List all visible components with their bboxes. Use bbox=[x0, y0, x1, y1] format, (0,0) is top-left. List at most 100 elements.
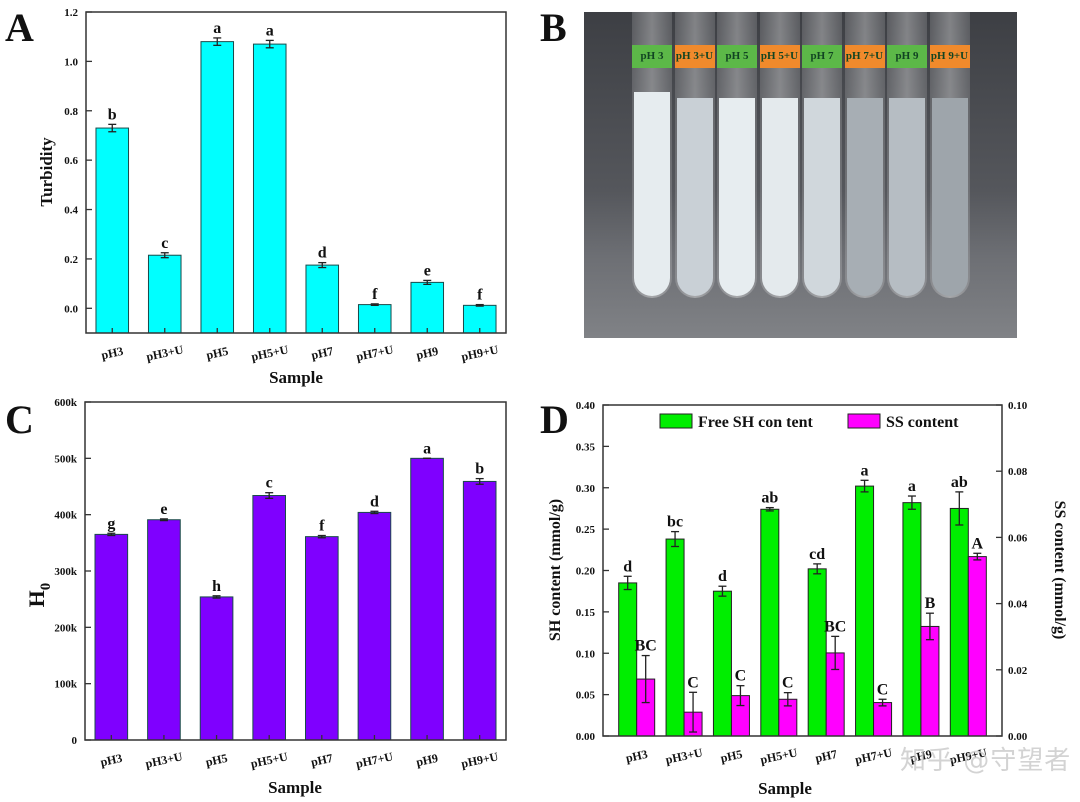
error-bar bbox=[265, 492, 274, 499]
plot-frame bbox=[85, 11, 507, 334]
significance-letter: a bbox=[213, 20, 221, 37]
significance-letter: C bbox=[877, 681, 889, 698]
turbidity-chart: b c a a d f e f pH3 pH3+U pH5 pH5+U pH7 pH7+U pH9 pH9+… bbox=[37, 7, 507, 387]
y-tick-label-right: 0.02 bbox=[1008, 665, 1028, 677]
error-bar bbox=[160, 252, 169, 259]
error-bar bbox=[623, 575, 632, 591]
sh-bar-pH5+U bbox=[760, 508, 780, 737]
y-axis-title-left: SH content (mmol/g) bbox=[547, 499, 564, 641]
y-tick-label: 400k bbox=[54, 510, 78, 522]
x-tick-label: pH5+U bbox=[249, 749, 289, 771]
sh-ss-content-chart: d BC bc Cd Cab Ccd BC a Ca Bab A pH3 pH3+U pH5 pH5+U p… bbox=[547, 400, 1068, 798]
tube-liquid bbox=[676, 98, 713, 296]
tube-label: pH 9+U bbox=[929, 45, 970, 68]
sh-bar-pH9+U bbox=[949, 507, 969, 737]
y-tick-label-left: 0.25 bbox=[576, 524, 596, 536]
x-tick-label: pH7 bbox=[310, 344, 334, 362]
significance-letter: a bbox=[423, 440, 431, 457]
x-axis-title: Sample bbox=[268, 778, 322, 797]
tube-liquid bbox=[889, 98, 925, 296]
y-tick-label-right: 0.06 bbox=[1008, 532, 1028, 544]
y-tick-label: 0.0 bbox=[64, 303, 78, 315]
x-tick-label: pH3 bbox=[100, 344, 124, 362]
y-axis-title: Turbidity bbox=[37, 137, 56, 207]
error-bar bbox=[423, 279, 432, 286]
y-tick-label: 0.4 bbox=[64, 205, 78, 217]
error-bar bbox=[813, 563, 822, 575]
significance-letter: A bbox=[972, 535, 984, 552]
error-bar bbox=[736, 685, 745, 707]
x-tick-label: pH5 bbox=[204, 751, 228, 769]
y-tick-label: 100k bbox=[54, 679, 78, 691]
error-bar bbox=[213, 37, 222, 46]
y-axis-title-main: H bbox=[24, 590, 49, 607]
bar-pH7+U bbox=[357, 511, 392, 741]
x-tick-label: pH9+U bbox=[460, 342, 500, 364]
error-bar bbox=[878, 698, 887, 707]
y-tick-label: 300k bbox=[54, 566, 78, 578]
significance-letter: BC bbox=[824, 618, 846, 635]
legend-label: SS content bbox=[886, 414, 959, 431]
x-tick-label: pH7 bbox=[814, 747, 838, 765]
significance-letter: C bbox=[687, 674, 699, 691]
legend-label: Free SH con tent bbox=[698, 414, 813, 431]
significance-letter: c bbox=[266, 475, 273, 492]
tube-label: pH 7+U bbox=[844, 45, 885, 68]
y-axis-title: H0 bbox=[24, 583, 54, 608]
x-tick-label: pH7+U bbox=[854, 745, 894, 767]
error-bar bbox=[317, 534, 326, 539]
error-bar bbox=[907, 495, 916, 510]
tube-label: pH 5+U bbox=[759, 45, 800, 68]
y-tick-label: 500k bbox=[54, 453, 78, 465]
error-bar bbox=[671, 530, 680, 548]
error-bar bbox=[718, 585, 727, 597]
tube-liquid bbox=[846, 98, 883, 296]
x-tick-label: pH9 bbox=[909, 747, 933, 765]
y-axis-title-sub: 0 bbox=[38, 583, 54, 591]
surface-hydrophobicity-chart: g e h c f d a b pH3 pH3+U pH5 pH5+U pH7 pH7+U pH9 pH9+… bbox=[24, 397, 507, 797]
error-bar bbox=[925, 612, 934, 641]
y-tick-label-left: 0.30 bbox=[576, 483, 596, 495]
y-tick-label: 600k bbox=[54, 397, 78, 409]
x-axis-title: Sample bbox=[758, 779, 812, 798]
x-tick-label: pH9+U bbox=[460, 749, 500, 771]
significance-letter: b bbox=[108, 106, 117, 123]
significance-letter: cd bbox=[809, 546, 825, 563]
panel-letter-b: B bbox=[540, 5, 567, 50]
tube-label: pH 7 bbox=[802, 45, 842, 68]
significance-letter: c bbox=[161, 235, 168, 252]
y-tick-label-right: 0.04 bbox=[1008, 599, 1028, 611]
sh-bar-pH5 bbox=[712, 590, 732, 737]
panel-letter-d: D bbox=[540, 397, 569, 442]
significance-letter: a bbox=[861, 462, 869, 479]
y-tick-label-right: 0.00 bbox=[1008, 731, 1028, 743]
x-tick-label: pH9 bbox=[415, 344, 439, 362]
x-tick-label: pH5+U bbox=[759, 745, 799, 767]
x-tick-label: pH3+U bbox=[664, 745, 704, 767]
y-tick-label: 0 bbox=[72, 735, 78, 747]
error-bar bbox=[475, 303, 484, 307]
significance-letter: d bbox=[718, 568, 727, 585]
x-tick-label: pH5 bbox=[719, 747, 743, 765]
significance-letter: f bbox=[477, 287, 483, 304]
watermark: 知乎 @守望者 bbox=[900, 746, 1072, 776]
y-tick-label-left: 0.15 bbox=[576, 607, 596, 619]
error-bar bbox=[370, 510, 379, 515]
error-bar bbox=[107, 532, 116, 537]
significance-letter: d bbox=[623, 558, 632, 575]
y-tick-label-left: 0.00 bbox=[576, 731, 596, 743]
tube-liquid bbox=[719, 98, 755, 296]
sh-bar-pH3 bbox=[618, 582, 638, 737]
x-tick-label: pH9 bbox=[415, 751, 439, 769]
significance-letter: a bbox=[908, 478, 916, 495]
ss-bar-pH9 bbox=[920, 625, 940, 737]
ss-bar-pH9+U bbox=[967, 556, 987, 737]
error-bar bbox=[783, 691, 792, 707]
error-bar bbox=[831, 635, 840, 671]
x-tick-label: pH5+U bbox=[250, 342, 290, 364]
significance-letter: e bbox=[160, 501, 167, 518]
error-bar bbox=[159, 518, 168, 522]
significance-letter: C bbox=[782, 675, 794, 692]
significance-letter: C bbox=[735, 668, 747, 685]
bar-pH3+U bbox=[147, 519, 181, 741]
